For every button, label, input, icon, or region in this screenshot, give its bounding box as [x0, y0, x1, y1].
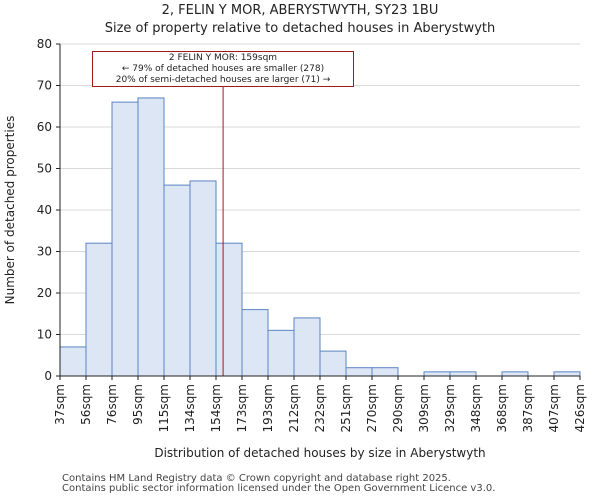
x-tick-label: 134sqm	[183, 384, 197, 432]
histogram-bar	[85, 242, 113, 377]
x-tick-label: 270sqm	[365, 384, 379, 432]
x-axis-title: Distribution of detached houses by size …	[154, 446, 485, 460]
annotation-line-3: 20% of semi-detached houses are larger (…	[115, 75, 331, 85]
chart-subtitle: Size of property relative to detached ho…	[104, 21, 496, 36]
histogram-bar	[267, 329, 295, 377]
y-tick-label: 10	[37, 328, 52, 342]
footer-copyright: Contains HM Land Registry data © Crown c…	[62, 473, 451, 484]
x-tick-label: 329sqm	[443, 384, 457, 432]
y-axis-title: Number of detached properties	[3, 116, 17, 305]
y-tick-label: 30	[37, 245, 52, 259]
x-tick-label: 37sqm	[53, 384, 67, 425]
x-tick-label: 56sqm	[79, 384, 93, 425]
histogram-bar	[553, 371, 581, 377]
x-tick-label: 348sqm	[469, 384, 483, 432]
histogram-bar	[423, 371, 451, 377]
x-tick-label: 426sqm	[573, 384, 587, 432]
histogram-bar	[449, 371, 477, 377]
property-annotation-box: 2 FELIN Y MOR: 159sqm ← 79% of detached …	[92, 51, 354, 87]
y-tick-label: 0	[44, 369, 52, 383]
x-tick-label: 173sqm	[235, 384, 249, 432]
histogram-bar	[215, 242, 243, 377]
annotation-line-1: 2 FELIN Y MOR: 159sqm	[168, 53, 278, 63]
x-tick-label: 232sqm	[313, 384, 327, 432]
x-tick-label: 212sqm	[287, 384, 301, 432]
x-tick-label: 251sqm	[339, 384, 353, 432]
annotation-line-2: ← 79% of detached houses are smaller (27…	[121, 64, 325, 74]
histogram-bar	[163, 184, 191, 377]
histogram-bar	[241, 309, 269, 377]
x-tick-label: 407sqm	[547, 384, 561, 432]
y-tick-label: 80	[37, 37, 52, 51]
histogram-bar	[293, 317, 321, 377]
x-tick-label: 193sqm	[261, 384, 275, 432]
histogram-bar	[59, 346, 87, 377]
x-tick-label: 387sqm	[521, 384, 535, 432]
x-tick-label: 95sqm	[131, 384, 145, 425]
y-tick-label: 50	[37, 162, 52, 176]
y-tick-label: 70	[37, 79, 52, 93]
x-tick-label: 115sqm	[157, 384, 171, 432]
x-tick-label: 76sqm	[105, 384, 119, 425]
histogram-bar	[371, 367, 399, 377]
histogram-bar	[345, 367, 373, 377]
x-tick-label: 290sqm	[391, 384, 405, 432]
histogram-bar	[319, 350, 347, 377]
histogram-bar	[501, 371, 529, 377]
y-tick-label: 40	[37, 203, 52, 217]
histogram-bar	[189, 180, 217, 377]
chart-title: 2, FELIN Y MOR, ABERYSTWYTH, SY23 1BU	[161, 3, 439, 18]
histogram-bar	[111, 101, 139, 377]
x-tick-label: 368sqm	[495, 384, 509, 432]
y-tick-label: 60	[37, 120, 52, 134]
x-tick-label: 154sqm	[209, 384, 223, 432]
y-tick-label: 20	[37, 286, 52, 300]
footer-licence: Contains public sector information licen…	[62, 483, 496, 494]
histogram-bar	[137, 97, 165, 377]
x-tick-label: 309sqm	[417, 384, 431, 432]
